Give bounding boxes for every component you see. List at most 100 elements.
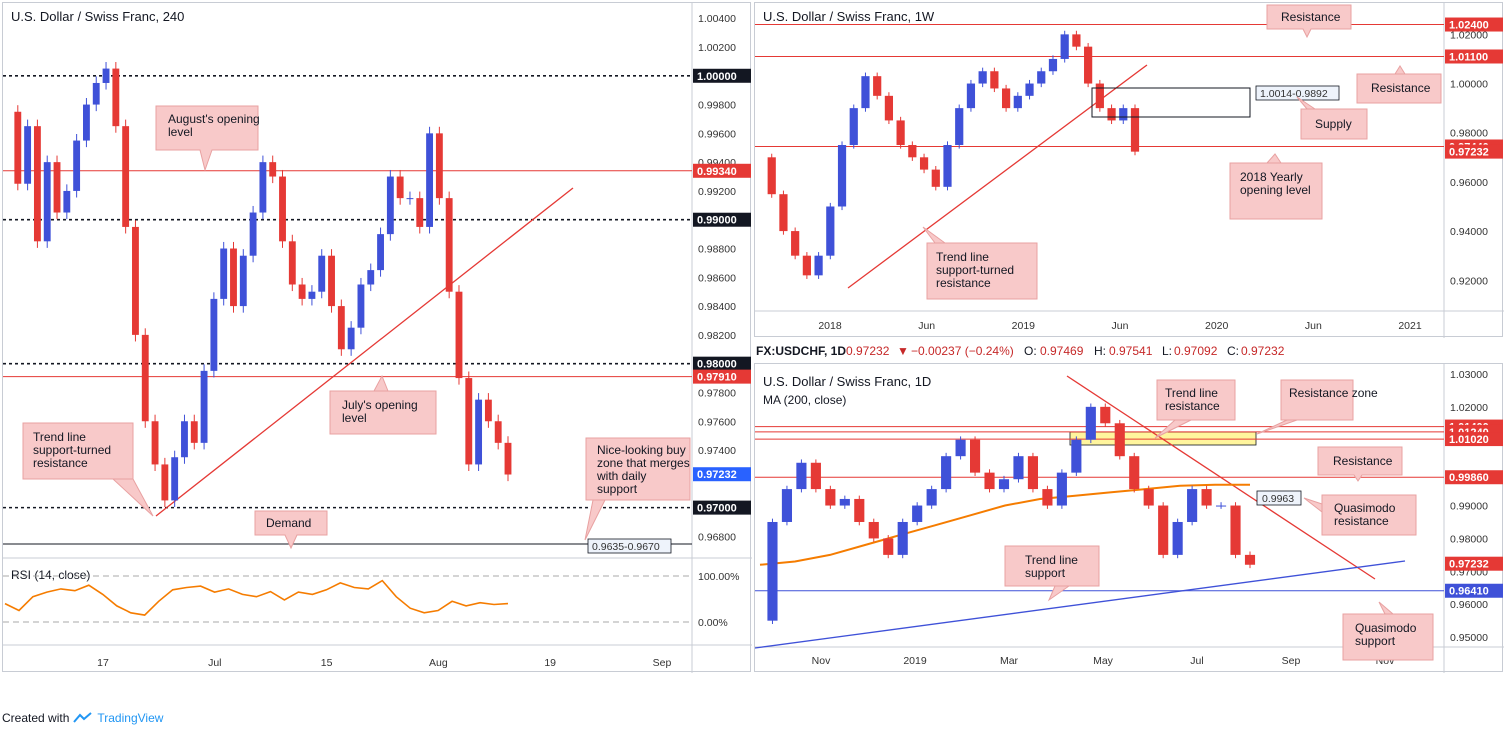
candle[interactable] — [190, 421, 198, 443]
candle[interactable] — [367, 270, 375, 285]
candle[interactable] — [288, 241, 296, 285]
candle[interactable] — [43, 162, 51, 242]
candle[interactable] — [868, 521, 879, 539]
candle[interactable] — [328, 255, 335, 307]
candle[interactable] — [239, 255, 247, 307]
candle[interactable] — [308, 291, 316, 299]
candle[interactable] — [1244, 554, 1256, 565]
candle[interactable] — [1060, 34, 1069, 59]
candle[interactable] — [318, 255, 326, 292]
candle[interactable] — [941, 456, 952, 490]
candle[interactable] — [171, 457, 179, 501]
candle[interactable] — [861, 76, 870, 109]
candle[interactable] — [1037, 71, 1046, 84]
candle[interactable] — [1172, 521, 1183, 555]
candle[interactable] — [445, 198, 453, 292]
candle[interactable] — [210, 298, 218, 371]
candle[interactable] — [1025, 83, 1034, 96]
candle[interactable] — [122, 126, 130, 227]
candle[interactable] — [377, 234, 384, 271]
candle[interactable] — [504, 442, 512, 475]
candle[interactable] — [435, 133, 443, 199]
candle[interactable] — [1095, 83, 1104, 109]
chart-1d-panel[interactable]: U.S. Dollar / Swiss Franc, 1D MA (200, c… — [754, 363, 1504, 673]
candle[interactable] — [1027, 456, 1039, 490]
candle[interactable] — [873, 76, 882, 96]
candle[interactable] — [63, 190, 71, 213]
candle[interactable] — [931, 169, 940, 187]
candle[interactable] — [796, 462, 807, 490]
candle[interactable] — [279, 176, 286, 242]
candle[interactable] — [83, 104, 90, 141]
rsi-line[interactable] — [4, 579, 509, 616]
candle[interactable] — [73, 140, 81, 191]
candle[interactable] — [767, 157, 776, 195]
candle[interactable] — [484, 399, 492, 422]
trend-line-support[interactable] — [754, 560, 1406, 649]
candle[interactable] — [1187, 489, 1198, 522]
candle[interactable] — [1201, 489, 1212, 506]
candle[interactable] — [978, 71, 987, 84]
candle[interactable] — [112, 68, 120, 127]
candle[interactable] — [1085, 406, 1096, 440]
candle[interactable] — [24, 126, 32, 184]
candle[interactable] — [1107, 108, 1116, 121]
candle[interactable] — [298, 284, 306, 299]
candle[interactable] — [883, 538, 894, 555]
candle[interactable] — [1119, 108, 1128, 121]
chart-1w-svg[interactable]: U.S. Dollar / Swiss Franc, 1W 1.020001.0… — [755, 3, 1504, 338]
candle[interactable] — [220, 248, 228, 299]
candle[interactable] — [897, 521, 908, 555]
candle[interactable] — [181, 421, 188, 458]
candle[interactable] — [1072, 34, 1081, 47]
candle[interactable] — [230, 248, 237, 307]
candle[interactable] — [1056, 472, 1067, 506]
candle[interactable] — [849, 108, 858, 146]
candle[interactable] — [161, 464, 169, 501]
candle[interactable] — [406, 198, 414, 200]
candle[interactable] — [908, 145, 917, 158]
candle[interactable] — [475, 399, 483, 465]
trend-line[interactable] — [155, 187, 574, 517]
candle[interactable] — [839, 498, 850, 506]
candle[interactable] — [825, 489, 836, 506]
candle[interactable] — [386, 176, 394, 235]
trend-line-resistance[interactable] — [1066, 375, 1376, 580]
candle[interactable] — [884, 95, 894, 121]
candle[interactable] — [1100, 406, 1111, 424]
candle[interactable] — [837, 145, 847, 207]
candle[interactable] — [151, 421, 159, 465]
candle[interactable] — [1114, 423, 1125, 457]
candle[interactable] — [14, 111, 22, 184]
candle[interactable] — [1158, 505, 1169, 555]
candle[interactable] — [102, 68, 110, 83]
candle[interactable] — [810, 462, 821, 490]
candle[interactable] — [767, 521, 778, 621]
candle[interactable] — [1048, 58, 1058, 72]
candle[interactable] — [984, 472, 995, 490]
candle[interactable] — [141, 334, 149, 422]
candle[interactable] — [896, 120, 905, 146]
candle[interactable] — [396, 176, 404, 199]
candle[interactable] — [357, 284, 365, 328]
tradingview-brand-link[interactable]: TradingView — [97, 711, 164, 725]
candle[interactable] — [249, 212, 257, 256]
candle[interactable] — [92, 82, 100, 105]
candle[interactable] — [990, 71, 999, 89]
candle[interactable] — [33, 126, 41, 242]
candle[interactable] — [53, 162, 61, 213]
chart-240-panel[interactable]: U.S. Dollar / Swiss Franc, 240 1.00400 1.… — [2, 2, 752, 673]
candle[interactable] — [416, 198, 424, 227]
candle[interactable] — [1013, 95, 1022, 109]
candle[interactable] — [926, 489, 937, 506]
candle[interactable] — [132, 226, 139, 335]
candle[interactable] — [1084, 46, 1093, 84]
candle[interactable] — [1013, 456, 1024, 480]
candle[interactable] — [337, 306, 345, 350]
candle[interactable] — [426, 133, 433, 227]
candle[interactable] — [781, 489, 793, 522]
candle[interactable] — [200, 370, 208, 443]
candle[interactable] — [802, 255, 811, 276]
candle[interactable] — [1143, 489, 1154, 506]
candle[interactable] — [998, 479, 1010, 490]
